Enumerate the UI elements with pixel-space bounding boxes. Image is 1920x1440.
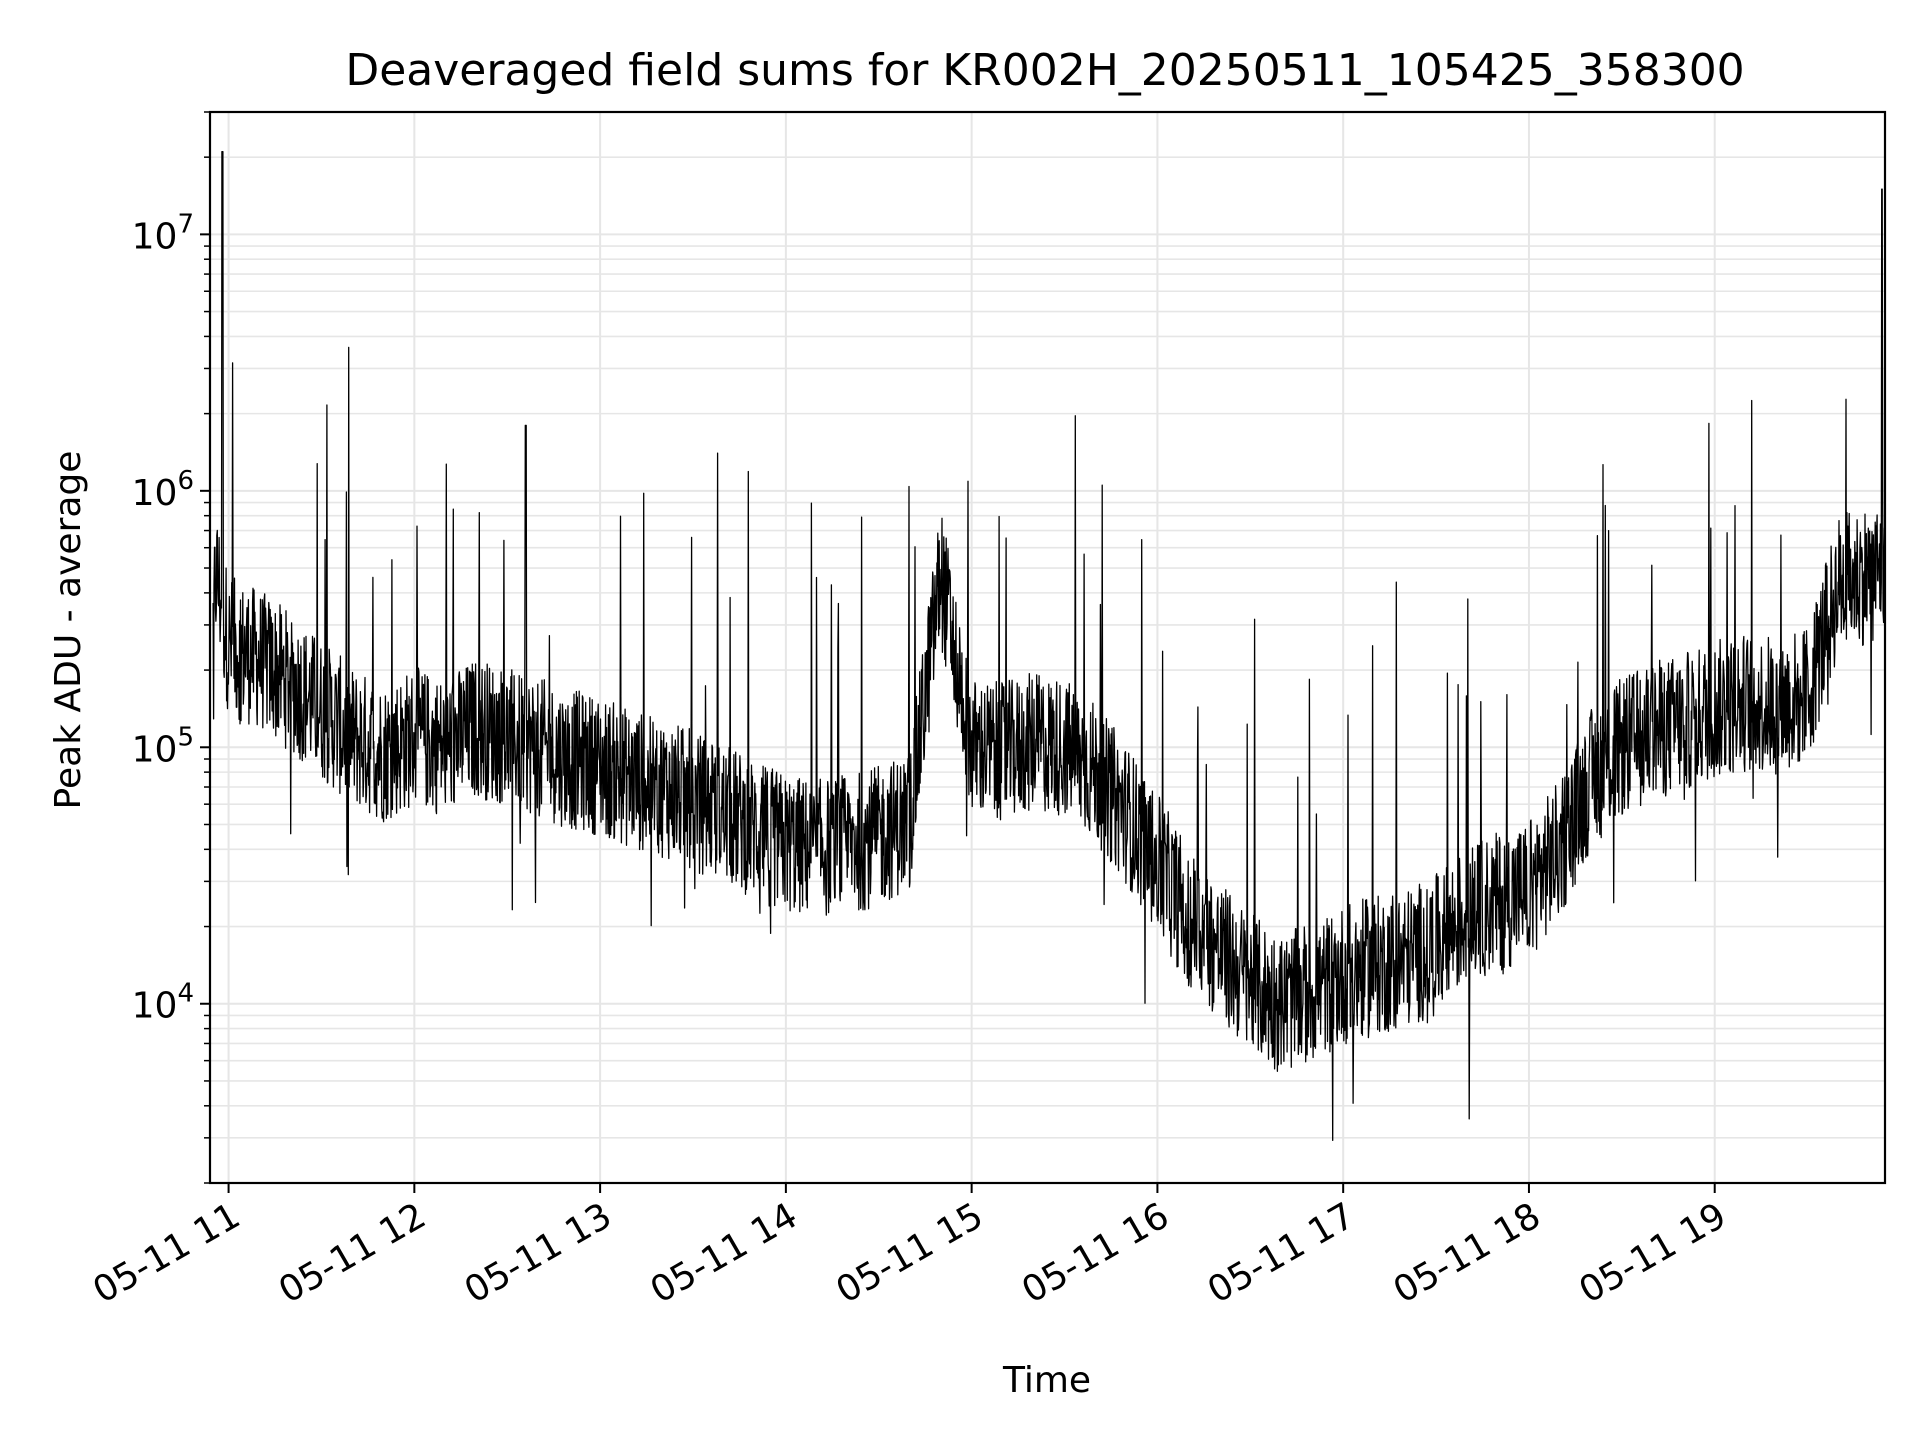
plot-area-frame xyxy=(208,110,1887,1185)
y-tick-label: 104 xyxy=(132,979,194,1027)
y-axis-label: Peak ADU - average xyxy=(48,451,89,810)
y-tick-label: 105 xyxy=(132,722,194,770)
chart-title: Deaveraged field sums for KR002H_2025051… xyxy=(345,45,1744,96)
series-line xyxy=(212,151,1886,1142)
x-axis-label: Time xyxy=(1002,1360,1091,1401)
y-tick-label: 107 xyxy=(132,209,194,257)
y-tick-label: 106 xyxy=(132,466,194,514)
